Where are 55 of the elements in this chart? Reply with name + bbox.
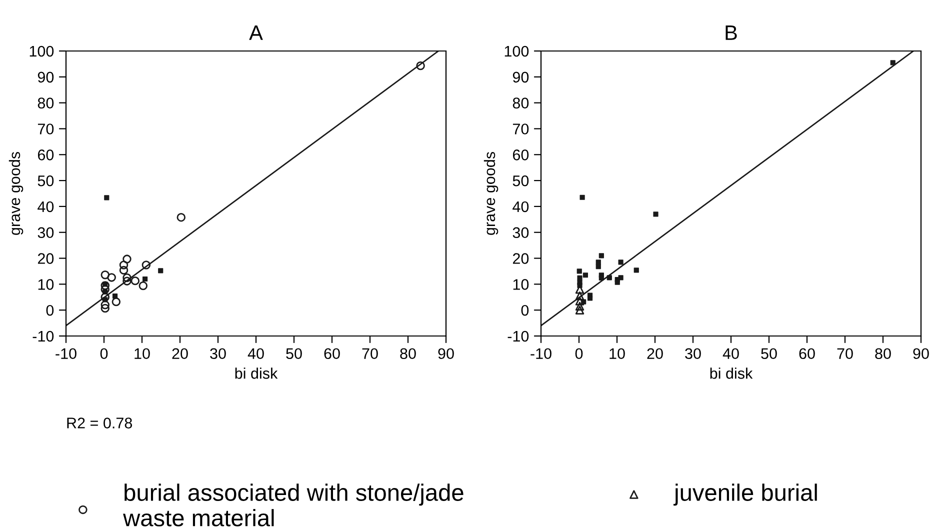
y-tick-label: 100	[504, 46, 529, 57]
x-tick-label: 40	[722, 348, 739, 360]
x-tick-label: 10	[610, 348, 625, 360]
x-tick-label: 20	[647, 348, 663, 360]
y-tick-label: 70	[38, 124, 54, 134]
y-tick-label: 0	[521, 304, 529, 316]
y-tick-label: 30	[38, 227, 54, 238]
x-tick-label: 30	[685, 348, 701, 360]
y-tick-label: 20	[38, 253, 54, 264]
x-tick-label: 70	[837, 348, 853, 360]
x-tick-label: 90	[913, 348, 929, 360]
x-tick-label: 20	[172, 348, 188, 360]
y-tick-label: 80	[38, 98, 54, 109]
y-tick-label: 80	[512, 98, 529, 109]
x-tick-label: 70	[362, 348, 378, 360]
y-tick-label: 10	[38, 279, 54, 290]
y-tick-label: 50	[38, 175, 54, 186]
y-tick-label: 50	[512, 175, 529, 186]
y-tick-label: 70	[512, 124, 529, 134]
chart-title: A	[249, 26, 263, 40]
y-tick-label: 90	[38, 72, 54, 83]
x-axis-title: bi disk	[235, 368, 278, 379]
x-tick-label: 60	[799, 348, 815, 360]
x-tick-label: 80	[400, 348, 416, 360]
y-axis-title: grave goods	[8, 152, 24, 235]
x-tick-label: 80	[875, 348, 891, 360]
x-tick-label: 40	[248, 348, 264, 360]
x-axis-title: bi disk	[710, 368, 753, 379]
y-tick-label: 60	[38, 150, 54, 160]
x-tick-label: -10	[530, 348, 552, 360]
x-tick-label: 0	[100, 348, 108, 360]
y-tick-label: 30	[512, 227, 529, 238]
y-tick-label: 60	[512, 150, 529, 160]
y-tick-label: 0	[46, 304, 54, 316]
chart-title: B	[726, 26, 737, 40]
y-tick-label: -10	[32, 330, 54, 342]
y-tick-label: -10	[508, 330, 529, 342]
x-tick-label: 90	[438, 348, 454, 360]
y-axis-title: grave goods	[484, 152, 498, 235]
legend-label: juvenile burial	[673, 484, 817, 506]
y-tick-label: 20	[512, 253, 529, 264]
x-tick-label: 50	[761, 348, 777, 360]
x-tick-label: 0	[575, 348, 583, 360]
x-tick-label: 10	[134, 348, 150, 360]
x-tick-label: -10	[56, 348, 76, 360]
y-tick-label: 90	[512, 72, 529, 83]
y-tick-label: 40	[512, 201, 529, 212]
x-tick-label: 50	[286, 348, 302, 360]
y-tick-label: 40	[38, 201, 54, 212]
y-tick-label: 10	[513, 279, 529, 290]
text: R2 = 0.78	[67, 418, 132, 428]
y-tick-label: 100	[30, 46, 54, 57]
x-tick-label: 60	[324, 348, 340, 360]
legend-label: burial associated with stone/jade waste material	[123, 484, 464, 526]
x-tick-label: 30	[210, 348, 226, 360]
